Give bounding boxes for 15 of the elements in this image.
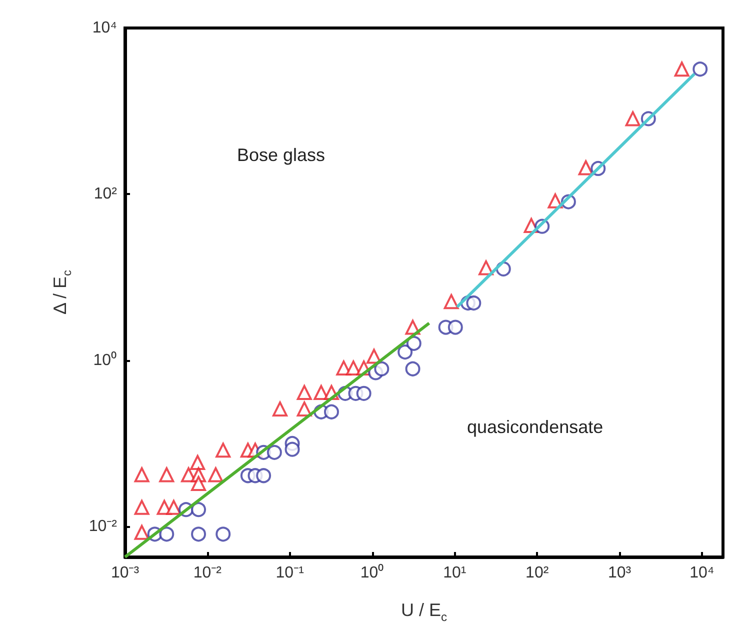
x-tick-label: 10³: [608, 564, 632, 582]
x-tick-label: 10⁴: [690, 564, 714, 582]
y-tick-label: 10⁰: [93, 350, 117, 369]
y-tick-label: 10²: [94, 186, 118, 203]
x-tick-label: 10¹: [443, 564, 466, 582]
y-tick-label: 10⁻²: [88, 518, 118, 536]
x-tick-label: 10⁰: [360, 564, 384, 582]
annotation: quasicondensate: [467, 417, 604, 437]
x-tick-label: 10⁻²: [193, 564, 222, 582]
annotation: Bose glass: [237, 145, 326, 165]
y-tick-label: 10⁴: [92, 20, 118, 36]
y-axis-title: Δ / Ec: [50, 270, 74, 315]
x-tick-label: 10⁻¹: [276, 564, 304, 582]
x-tick-label: 10²: [526, 564, 550, 582]
x-tick-label: 10⁻³: [110, 564, 140, 582]
